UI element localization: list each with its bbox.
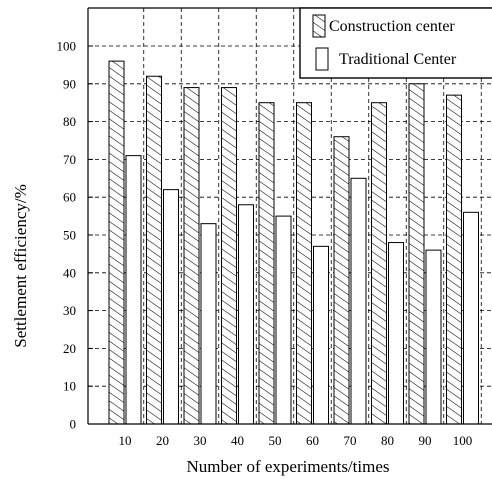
bar-construction-center <box>258 102 275 424</box>
bar-construction-center <box>333 136 350 424</box>
x-tick-label: 100 <box>453 433 473 448</box>
bar-construction-center <box>446 94 462 424</box>
x-tick-label: 70 <box>344 433 357 448</box>
x-tick-label: 50 <box>269 433 282 448</box>
x-tick-label: 40 <box>231 433 244 448</box>
bar-traditional-center <box>350 177 367 424</box>
bar-construction-center <box>408 83 425 424</box>
y-axis-title: Settlement efficiency/% <box>11 184 30 347</box>
bar-construction-center <box>146 75 162 424</box>
x-tick-label: 30 <box>194 433 207 448</box>
bar-traditional-center <box>463 211 479 424</box>
bar-construction-center <box>296 102 312 424</box>
y-tick-label: 90 <box>63 76 76 91</box>
y-tick-label: 30 <box>63 303 76 318</box>
y-tick-label: 100 <box>57 39 77 54</box>
tick-labels: 0 10 20 30 40 50 60 70 80 90 100 10 20 30 40 50 60 70 80 90… <box>57 39 473 449</box>
bar-traditional-center <box>238 204 254 424</box>
y-tick-label: 70 <box>63 152 76 167</box>
bar-traditional-center <box>163 189 179 424</box>
legend: Construction center Traditional Center <box>299 7 492 79</box>
legend-swatch-traditional-center <box>315 47 329 71</box>
bar-traditional-center <box>125 155 142 424</box>
legend-label-traditional-center: Traditional Center <box>339 51 457 68</box>
bar-construction-center <box>183 87 200 424</box>
y-tick-label: 50 <box>63 228 76 243</box>
legend-swatch-construction-center <box>312 14 326 38</box>
y-tick-label: 80 <box>63 114 76 129</box>
x-tick-label: 60 <box>306 433 319 448</box>
bar-traditional-center <box>200 223 217 424</box>
bar-construction-center <box>371 102 387 424</box>
y-tick-label: 10 <box>63 379 76 394</box>
legend-box <box>299 7 492 79</box>
x-tick-label: 20 <box>156 433 169 448</box>
y-tick-label: 0 <box>70 417 77 432</box>
y-tick-label: 40 <box>63 265 76 280</box>
x-tick-label: 90 <box>419 433 432 448</box>
bar-traditional-center <box>275 215 292 424</box>
bar-traditional-center <box>425 249 442 424</box>
bar-traditional-center <box>388 242 404 424</box>
x-axis-title: Number of experiments/times <box>186 457 389 476</box>
y-tick-label: 60 <box>63 190 76 205</box>
y-tick-label: 20 <box>63 341 76 356</box>
bar-traditional-center <box>313 245 329 424</box>
bar-construction-center <box>221 87 237 424</box>
x-tick-label: 10 <box>119 433 132 448</box>
x-tick-label: 80 <box>381 433 394 448</box>
legend-label-construction-center: Construction center <box>329 18 455 35</box>
bar-construction-center <box>108 60 125 424</box>
bars <box>108 60 479 424</box>
